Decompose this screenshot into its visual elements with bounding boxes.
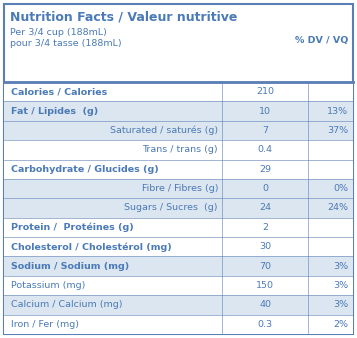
Text: Carbohydrate / Glucides (g): Carbohydrate / Glucides (g) <box>11 165 159 174</box>
Text: 37%: 37% <box>327 126 348 135</box>
Text: 40: 40 <box>259 300 271 309</box>
Text: Calories / Calories: Calories / Calories <box>11 87 107 96</box>
Text: 2: 2 <box>262 223 268 232</box>
Text: 30: 30 <box>259 242 271 251</box>
Text: Nutrition Facts / Valeur nutritive: Nutrition Facts / Valeur nutritive <box>10 10 237 23</box>
Bar <box>4 121 353 140</box>
Text: Protein /  Protéines (g): Protein / Protéines (g) <box>11 223 134 232</box>
Text: 2%: 2% <box>333 320 348 329</box>
Text: 0%: 0% <box>333 184 348 193</box>
Text: 24%: 24% <box>327 203 348 213</box>
Bar <box>4 295 353 315</box>
Text: 150: 150 <box>256 281 274 290</box>
Text: Calcium / Calcium (mg): Calcium / Calcium (mg) <box>11 300 122 309</box>
Bar <box>4 160 353 179</box>
Bar <box>4 101 353 121</box>
Text: 3%: 3% <box>333 300 348 309</box>
Text: 3%: 3% <box>333 281 348 290</box>
Bar <box>4 198 353 218</box>
Text: 210: 210 <box>256 87 274 96</box>
Text: 29: 29 <box>259 165 271 174</box>
Text: 13%: 13% <box>327 106 348 116</box>
Text: Iron / Fer (mg): Iron / Fer (mg) <box>11 320 79 329</box>
Text: 3%: 3% <box>333 262 348 271</box>
Text: Potassium (mg): Potassium (mg) <box>11 281 85 290</box>
Text: Cholesterol / Cholestérol (mg): Cholesterol / Cholestérol (mg) <box>11 242 172 251</box>
Bar <box>4 257 353 276</box>
Text: Sugars / Sucres  (g): Sugars / Sucres (g) <box>125 203 218 213</box>
Text: 7: 7 <box>262 126 268 135</box>
Bar <box>4 82 353 101</box>
Bar <box>4 315 353 334</box>
Text: 24: 24 <box>259 203 271 213</box>
Bar <box>4 276 353 295</box>
Text: 10: 10 <box>259 106 271 116</box>
Text: 70: 70 <box>259 262 271 271</box>
Bar <box>4 140 353 160</box>
Bar <box>4 237 353 257</box>
Bar <box>4 218 353 237</box>
Text: Per 3/4 cup (188mL): Per 3/4 cup (188mL) <box>10 28 107 37</box>
Text: 0: 0 <box>262 184 268 193</box>
Text: Sodium / Sodium (mg): Sodium / Sodium (mg) <box>11 262 129 271</box>
Text: % DV / VQ: % DV / VQ <box>295 36 348 45</box>
Text: Trans / trans (g): Trans / trans (g) <box>142 145 218 154</box>
Text: Fibre / Fibres (g): Fibre / Fibres (g) <box>141 184 218 193</box>
Text: 0.3: 0.3 <box>257 320 272 329</box>
Text: Saturated / saturés (g): Saturated / saturés (g) <box>110 126 218 135</box>
Bar <box>4 179 353 198</box>
Text: pour 3/4 tasse (188mL): pour 3/4 tasse (188mL) <box>10 39 122 48</box>
Text: 0.4: 0.4 <box>257 145 272 154</box>
Text: Fat / Lipides  (g): Fat / Lipides (g) <box>11 106 98 116</box>
